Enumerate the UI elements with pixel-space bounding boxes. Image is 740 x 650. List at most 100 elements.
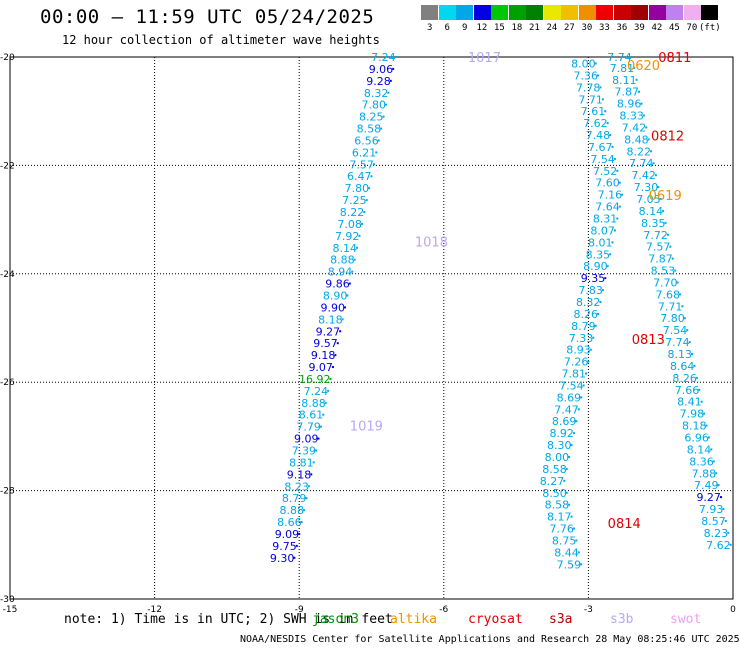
data-point [719,496,722,499]
wave-height-label: 8.35 [641,217,666,230]
x-tick-label: -15 [3,605,18,615]
data-point [729,543,732,546]
satellite-label-altika: altika [390,612,437,627]
color-swatch-label: 39 [634,23,645,33]
data-point [606,122,609,125]
y-tick-label: -24 [0,270,15,280]
data-point [568,503,571,506]
wave-height-label: 8.93 [566,344,591,357]
wave-height-label: 8.64 [670,360,695,373]
data-point [293,556,296,559]
chart-title: 00:00 – 11:59 UTC 05/24/2025 [40,6,375,28]
data-point [336,342,339,345]
pass-time-label: 1017 [468,51,501,66]
wave-height-label: 9.06 [369,63,394,76]
wave-height-label: 7.54 [559,379,584,392]
wave-height-label: 7.71 [658,300,683,313]
wave-height-label: 8.35 [586,248,611,261]
data-point [688,341,691,344]
chart-subtitle: 12 hour collection of altimeter wave hei… [62,33,380,47]
data-point [618,181,621,184]
wave-height-label: 8.79 [571,320,596,333]
wave-height-label: 8.13 [668,348,693,361]
data-point [380,127,383,130]
data-point [375,151,378,154]
color-swatch [666,5,683,20]
footer-credit: NOAA/NESDIS Center for Satellite Applica… [240,634,740,645]
data-point [703,412,706,415]
data-point [613,157,616,160]
wave-height-label: 8.26 [672,372,697,385]
color-scale-unit: (ft) [699,23,721,33]
wave-height-label: 7.76 [549,523,574,536]
wave-height-label: 8.14 [333,242,358,255]
wave-height-label: 7.68 [655,288,680,301]
wave-height-label: 16.92 [299,373,331,386]
satellite-label-s3a: s3a [549,612,573,627]
wave-height-label: 8.36 [689,455,714,468]
wave-height-label: 7.52 [593,165,618,178]
x-tick-label: 0 [730,605,736,615]
color-swatch [421,5,438,20]
wave-height-label: 8.14 [639,205,664,218]
data-point [691,353,694,356]
wave-height-label: 7.72 [643,229,668,242]
color-swatch-label: 12 [476,23,488,33]
wave-height-label: 9.09 [275,528,300,541]
wave-height-label: 7.74 [629,157,654,170]
color-swatch-label: 15 [494,23,505,33]
wave-height-label: 8.00 [545,451,570,464]
wave-height-label: 7.61 [581,105,606,118]
data-point [372,163,375,166]
data-point [674,269,677,272]
wave-height-label: 8.30 [547,439,572,452]
wave-height-label: 8.33 [619,110,644,123]
wave-height-label: 7.54 [663,324,688,337]
data-point [652,162,655,165]
data-point [638,90,641,93]
wave-height-label: 7.59 [557,558,582,571]
data-point [577,551,580,554]
wave-height-label: 7.79 [296,421,321,434]
satellite-label-jason3: jason3 [312,612,359,627]
data-point [319,425,322,428]
data-point [324,401,327,404]
wave-height-label: 7.67 [588,141,613,154]
data-point [724,519,727,522]
data-point [594,324,597,327]
data-point [365,199,368,202]
data-point [609,253,612,256]
data-point [645,126,648,129]
data-point [633,66,636,69]
wave-height-label: 6.21 [352,146,377,159]
data-point [582,384,585,387]
wave-height-label: 8.50 [542,487,567,500]
wave-height-label: 7.16 [598,189,623,202]
data-point [705,424,708,427]
wave-height-label: 8.75 [552,534,577,547]
wave-height-label: 6.56 [354,134,379,147]
plot-frame [9,56,734,600]
footer-note: note: 1) Time is in UTC; 2) SWH is in fe… [64,612,393,627]
data-point [601,289,604,292]
color-swatch-label: 6 [444,23,450,33]
data-point [298,532,301,535]
wave-height-label: 8.79 [282,492,307,505]
data-point [315,449,318,452]
data-point [317,437,320,440]
wave-height-label: 8.88 [301,397,326,410]
data-point [570,444,573,447]
color-swatch [613,5,631,20]
color-swatch [438,5,456,20]
wave-height-label: 8.58 [545,499,570,512]
wave-height-label: 7.87 [648,253,673,266]
data-point [575,420,578,423]
data-point [717,484,720,487]
data-point [669,245,672,248]
data-point [346,294,349,297]
wave-height-label: 8.90 [583,260,608,273]
wave-height-label: 7.74 [665,336,690,349]
data-point [616,217,619,220]
data-point [310,473,313,476]
wave-height-label: 8.23 [284,480,309,493]
